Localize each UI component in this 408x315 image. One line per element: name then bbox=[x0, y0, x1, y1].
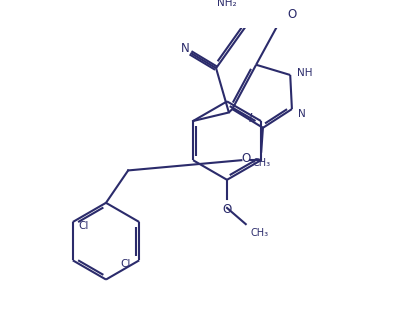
Text: CH₃: CH₃ bbox=[250, 227, 268, 238]
Text: NH₂: NH₂ bbox=[217, 0, 237, 8]
Text: Cl: Cl bbox=[120, 259, 131, 269]
Text: Cl: Cl bbox=[78, 221, 88, 231]
Text: NH: NH bbox=[297, 68, 313, 78]
Text: N: N bbox=[181, 42, 190, 55]
Text: N: N bbox=[298, 109, 306, 119]
Text: O: O bbox=[241, 152, 250, 165]
Text: I: I bbox=[249, 112, 253, 125]
Text: O: O bbox=[222, 203, 232, 216]
Text: CH₃: CH₃ bbox=[252, 158, 271, 168]
Text: O: O bbox=[288, 8, 297, 21]
